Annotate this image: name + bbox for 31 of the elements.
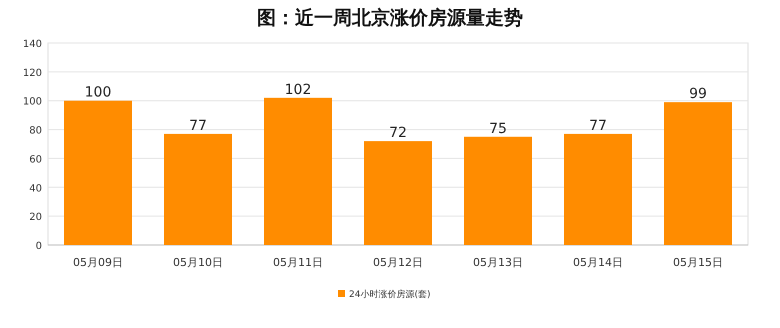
bar bbox=[664, 102, 732, 245]
y-tick-label: 60 bbox=[29, 154, 42, 166]
data-label: 100 bbox=[84, 84, 112, 101]
bar bbox=[64, 100, 132, 245]
chart-title: 图：近一周北京涨价房源量走势 bbox=[257, 7, 523, 29]
y-tick-label: 120 bbox=[22, 68, 42, 79]
x-tick-label: 05月09日 bbox=[73, 256, 123, 269]
bar bbox=[364, 141, 432, 245]
y-tick-label: 100 bbox=[22, 96, 42, 108]
data-label: 99 bbox=[689, 86, 707, 102]
y-tick-label: 0 bbox=[36, 241, 42, 252]
bar bbox=[564, 134, 632, 245]
data-label: 75 bbox=[489, 120, 507, 137]
y-tick-label: 80 bbox=[29, 126, 42, 137]
data-label: 77 bbox=[589, 118, 607, 134]
y-tick-label: 140 bbox=[22, 39, 42, 50]
legend-label: 24小时涨价房源(套) bbox=[349, 289, 430, 300]
bar bbox=[264, 98, 332, 245]
x-tick-label: 05月10日 bbox=[173, 256, 223, 269]
x-tick-label: 05月12日 bbox=[373, 256, 423, 269]
x-tick-label: 05月11日 bbox=[273, 256, 323, 269]
x-tick-label: 05月13日 bbox=[473, 256, 523, 269]
y-tick-label: 20 bbox=[29, 212, 42, 224]
data-label: 77 bbox=[189, 118, 207, 134]
y-tick-label: 40 bbox=[29, 183, 42, 194]
data-label: 102 bbox=[284, 82, 312, 98]
data-label: 72 bbox=[389, 125, 407, 142]
bar bbox=[164, 134, 232, 245]
bar bbox=[464, 136, 532, 245]
x-tick-label: 05月14日 bbox=[573, 256, 623, 269]
x-tick-label: 05月15日 bbox=[673, 256, 723, 269]
